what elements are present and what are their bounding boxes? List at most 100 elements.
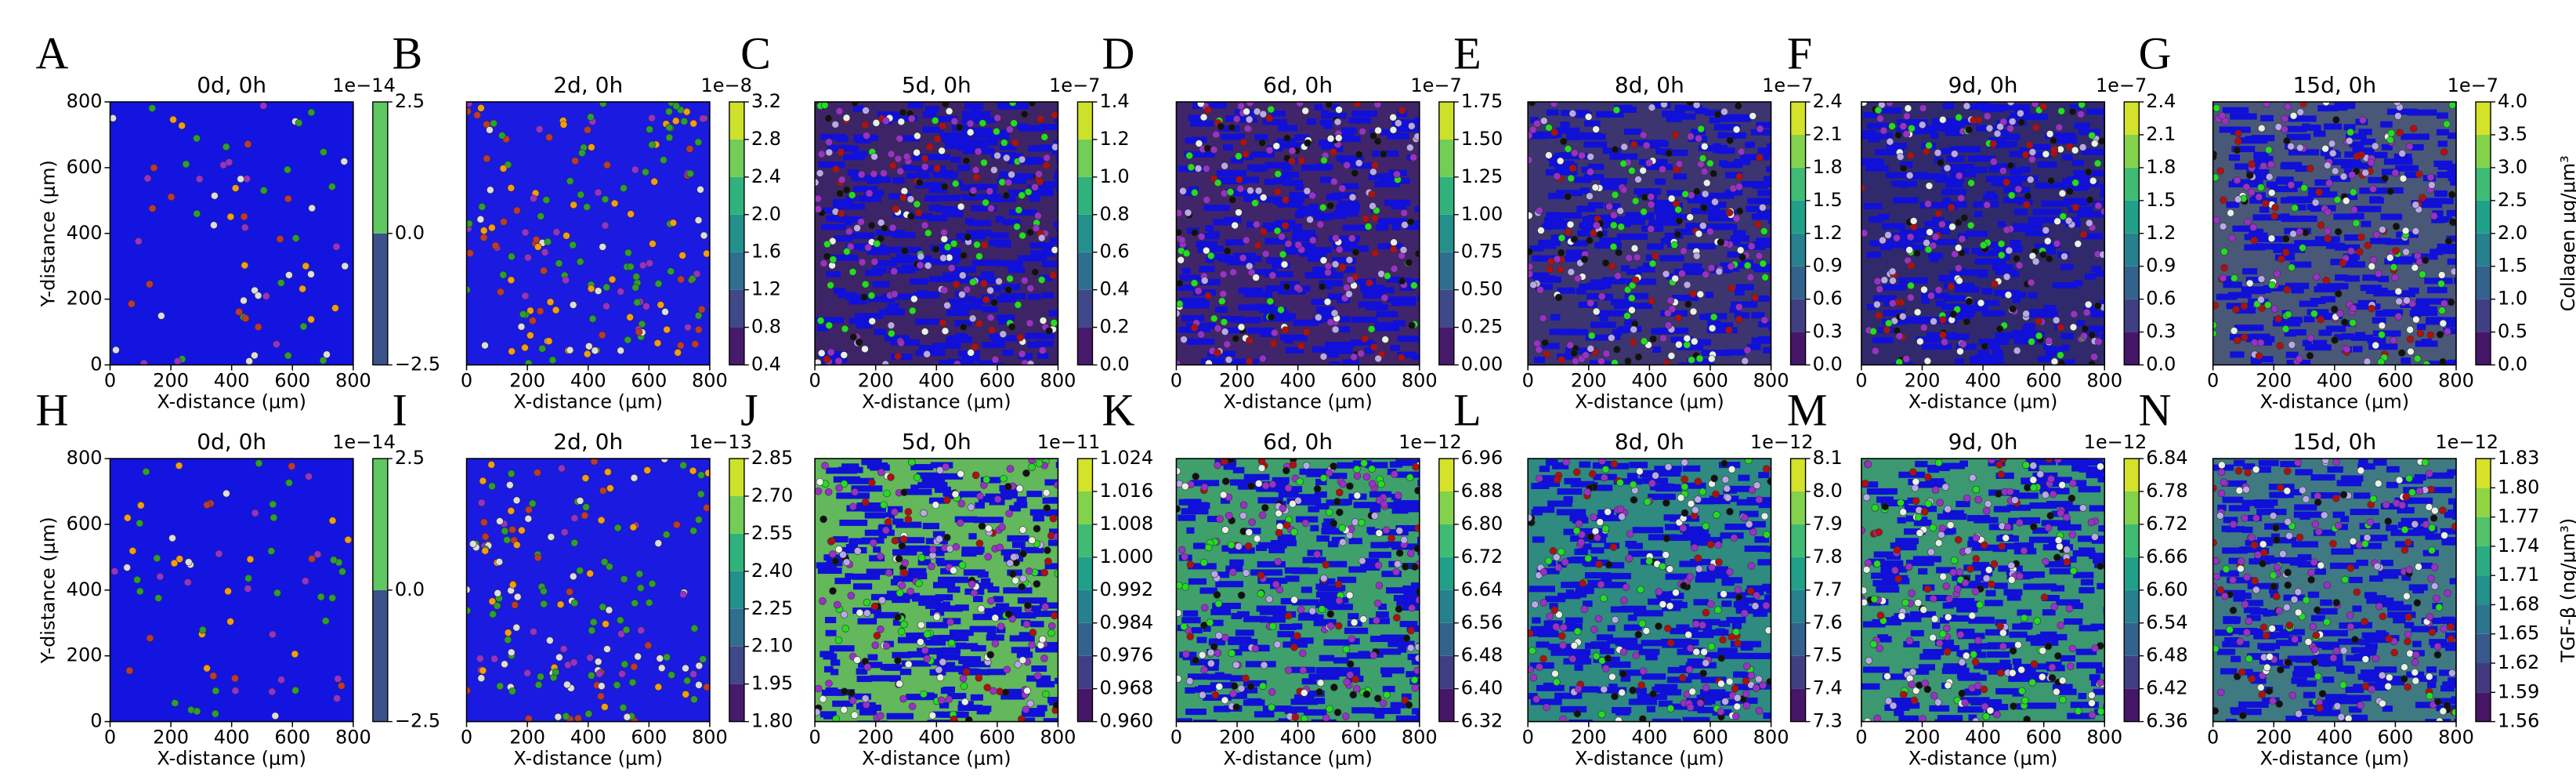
cell [1203,165,1210,172]
cell [254,292,262,299]
cell-patch [823,665,834,673]
x-tick-label: 800 [1753,370,1789,392]
cell [602,620,610,628]
cell-patch [2232,225,2252,232]
cell-patch [2325,242,2346,249]
cell [604,468,612,476]
cell-patch [2019,113,2049,120]
cell-patch [1185,322,1216,329]
cell [2334,289,2343,298]
colorbar-band [729,176,744,215]
cell-patch [1216,176,1236,183]
cell-patch [864,512,895,519]
cell-patch [895,253,910,260]
cell-patch [2330,158,2361,165]
cell [1018,582,1026,591]
cell-patch [1745,589,1764,596]
cell-patch [1636,687,1647,694]
plot-area [1176,459,1420,722]
cell [2022,201,2031,209]
cell [891,536,899,545]
cell [1624,357,1632,365]
cell [2323,161,2332,169]
cell [1045,327,1053,335]
cell [2057,323,2065,332]
panel-letter: A [35,27,68,78]
cell-patch [1324,560,1348,567]
cell [1611,615,1619,624]
cell [547,533,555,541]
cell [695,516,703,524]
colorbar-band [1438,214,1454,252]
cell-patch [2358,129,2372,136]
cell [825,148,834,157]
cell-patch [1407,506,1420,513]
cell [1991,280,1999,288]
cell [817,150,826,158]
cell [2339,259,2347,267]
x-tick-label: 800 [335,370,371,392]
cell-patch [834,288,846,295]
cell-patch [968,114,982,121]
cell-patch [1941,165,1965,172]
cell-patch [1655,213,1688,220]
cell [1362,473,1371,481]
cell-patch [2341,333,2354,340]
cell [1367,325,1376,333]
cell [1559,137,1568,146]
cell-patch [2003,225,2034,232]
cell [1361,335,1369,343]
cell [1939,316,1947,324]
cell [991,355,1000,364]
cell [1011,576,1019,585]
cell-patch [1545,596,1566,603]
cell [2369,185,2377,193]
cell [908,306,917,315]
cell-patch [1601,575,1612,582]
cell [1872,347,1880,355]
cell-patch [1718,620,1731,627]
cell [1549,546,1558,555]
cell [1956,172,1963,180]
cell-patch [1208,231,1220,238]
cell-patch [1033,569,1045,576]
cell-patch [1648,219,1681,227]
x-tick-label: 600 [274,370,310,392]
cell [1036,178,1044,186]
cell-patch [1648,598,1671,605]
cell-patch [903,246,922,253]
x-tick-label: 400 [918,727,954,749]
cell-patch [1733,671,1746,678]
cell [899,194,907,201]
x-tick-label: 200 [1905,370,1941,392]
cell [1639,166,1647,175]
panel-title: 5d, 0h [902,72,971,98]
cell [1253,535,1261,543]
cell-patch [1279,623,1297,630]
cell-patch [1908,228,1930,235]
cell-patch [1391,203,1407,210]
colorbar-band [1438,688,1454,722]
cell-patch [955,604,969,611]
x-tick-label: 600 [1340,370,1377,392]
cell [2348,171,2356,179]
cell [913,200,921,209]
cell [1659,600,1667,608]
cell-patch [1254,711,1275,718]
cell-patch [995,216,1004,223]
cell [1694,477,1702,486]
cell-patch [1682,716,1710,722]
cell [635,328,643,336]
cell [689,466,697,475]
cell [1281,222,1290,230]
cell [2331,336,2339,344]
cell [1400,209,1408,217]
cell-patch [2353,303,2381,310]
cell [540,587,548,596]
cell [1528,131,1533,140]
cell [1879,236,1887,245]
cell [1389,114,1397,121]
cell-patch [1541,223,1553,230]
cell [955,123,964,132]
cell-patch [888,593,920,600]
